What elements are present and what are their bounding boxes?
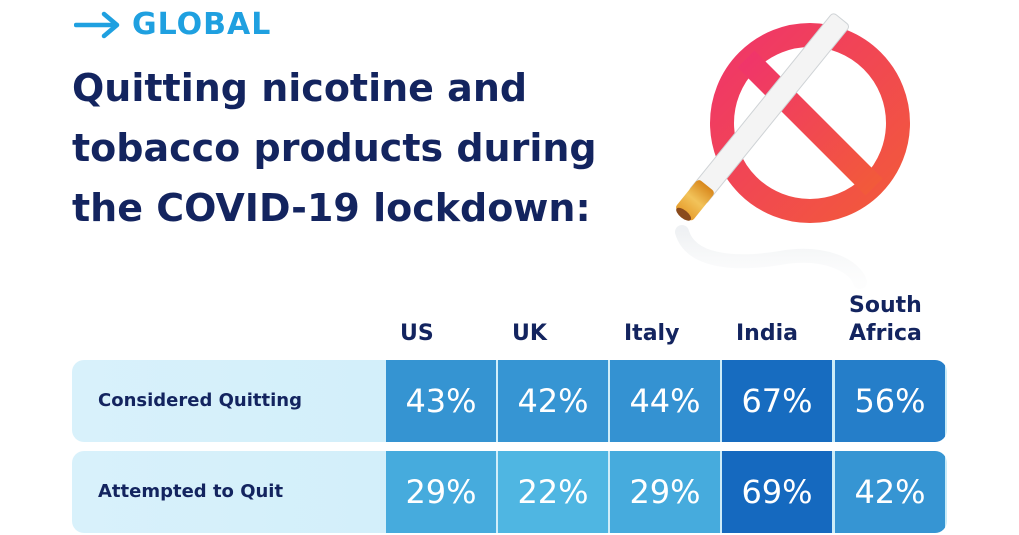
title-line: Quitting nicotine and: [72, 66, 528, 110]
value-cell: 44%: [610, 360, 720, 442]
page-title: Quitting nicotine and tobacco products d…: [72, 58, 672, 238]
value-cell: 42%: [835, 451, 945, 533]
column-header: UK: [512, 321, 547, 346]
title-line: tobacco products during: [72, 126, 597, 170]
column-header: South Africa: [849, 293, 922, 346]
kicker-label: GLOBAL: [132, 7, 272, 42]
cigarette: [676, 13, 850, 221]
prohibition-bar: [737, 50, 883, 196]
table-row: Attempted to Quit 29% 22% 29% 69% 42%: [72, 451, 947, 533]
column-header: Italy: [624, 321, 680, 346]
value-cell: 69%: [722, 451, 832, 533]
arrow-right-icon: [74, 11, 120, 39]
column-header: US: [400, 321, 434, 346]
no-smoking-icon: [675, 13, 910, 289]
column-header: India: [736, 321, 798, 346]
section-kicker: GLOBAL: [74, 5, 271, 45]
row-label: Attempted to Quit: [98, 481, 284, 502]
table-row: Considered Quitting 43% 42% 44% 67% 56%: [72, 360, 947, 442]
prohibition-ring: [710, 23, 910, 223]
value-cell: 29%: [610, 451, 720, 533]
value-cell: 67%: [722, 360, 832, 442]
row-label: Considered Quitting: [98, 390, 302, 411]
value-cell: 42%: [498, 360, 608, 442]
smoke-trail: [675, 225, 867, 289]
title-line: the COVID-19 lockdown:: [72, 186, 591, 230]
value-cell: 43%: [386, 360, 496, 442]
value-cell: 29%: [386, 451, 496, 533]
value-cell: 56%: [835, 360, 945, 442]
value-cell: 22%: [498, 451, 608, 533]
